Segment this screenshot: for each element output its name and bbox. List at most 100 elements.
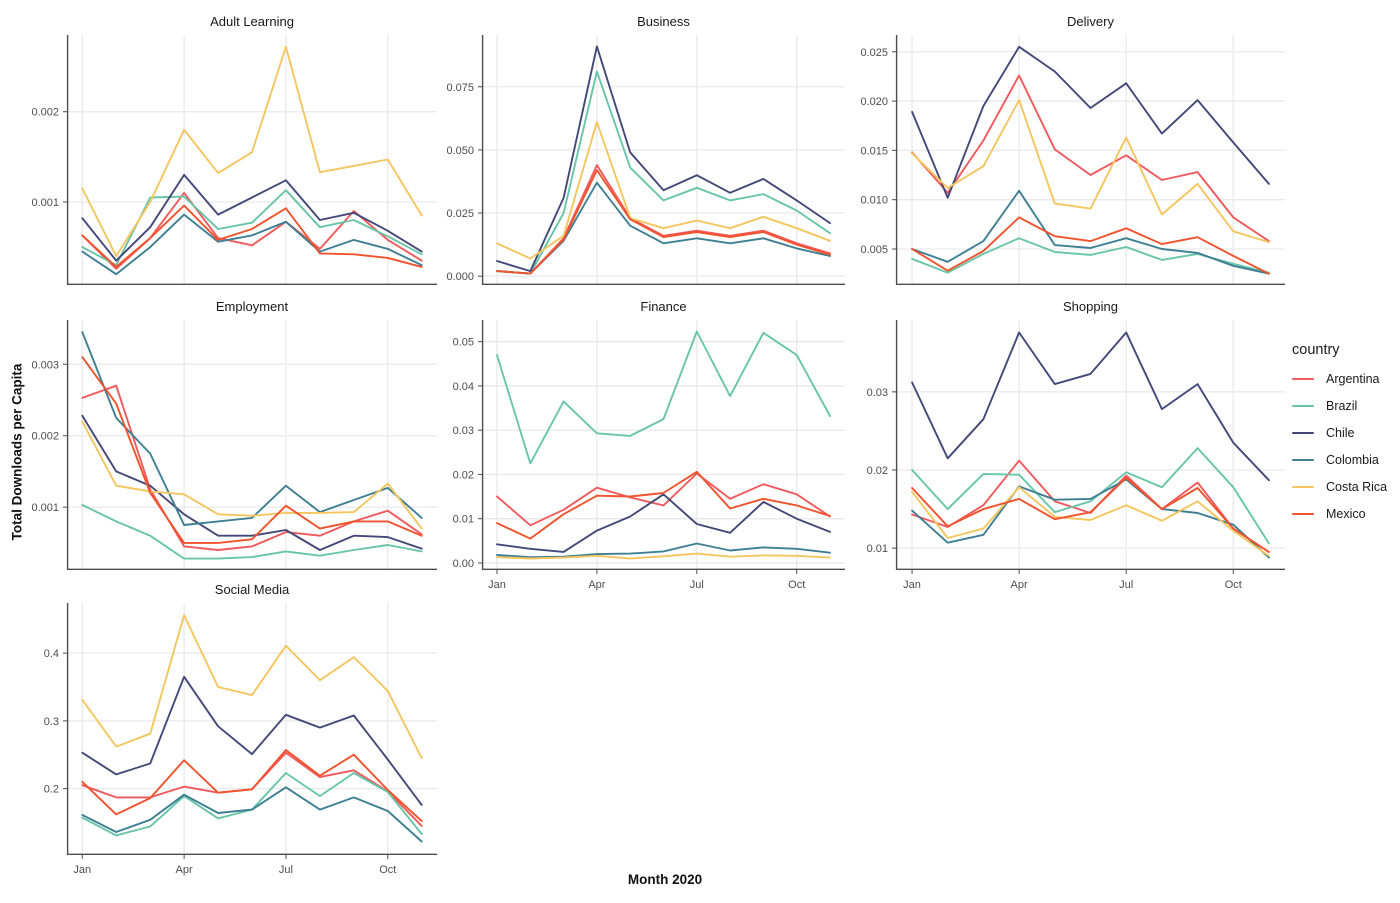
facet-plot-social-media: 0.2 0.3 0.4 Jan Apr Jul Oct — [44, 603, 437, 876]
y-tick-label: 0.002 — [31, 107, 59, 119]
y-tick-label: 0.001 — [31, 502, 59, 514]
y-tick-label: 0.2 — [44, 784, 59, 796]
y-tick-label: 0.4 — [44, 648, 59, 660]
line-business-costa-rica — [496, 121, 831, 260]
facet-panel-finance: Finance 0.00 0.01 0.02 0.03 0.04 0.05 Jan Apr Jul… — [437, 297, 845, 601]
x-tick-label: Jul — [279, 864, 293, 876]
line-adult-learning-costa-rica — [81, 45, 423, 258]
y-tick-label: 0.3 — [44, 716, 59, 728]
facet-title-social-media: Social Media — [214, 582, 290, 597]
y-tick-label: 0.020 — [860, 96, 888, 108]
facet-plot-finance: 0.00 0.01 0.02 0.03 0.04 0.05 Jan Apr Jul Oct — [453, 320, 845, 591]
y-tick-label: 0.01 — [453, 514, 474, 526]
line-business-chile — [496, 45, 831, 273]
x-axis-title: Month 2020 — [627, 872, 703, 887]
line-delivery-colombia — [911, 189, 1270, 275]
facet-title-employment: Employment — [215, 299, 289, 314]
legend-item-chile: Chile — [1292, 426, 1387, 440]
legend-item-label: Chile — [1326, 426, 1355, 440]
legend-item-costa-rica: Costa Rica — [1292, 480, 1388, 494]
facet-title-finance: Finance — [640, 299, 687, 314]
line-shopping-brazil — [911, 447, 1270, 545]
facet-title-adult-learning: Adult Learning — [210, 14, 294, 29]
y-tick-label: 0.015 — [860, 145, 888, 157]
legend-items: Argentina Brazil Chile Colombia Costa Rica Me… — [1292, 372, 1388, 521]
line-delivery-costa-rica — [911, 99, 1270, 244]
facet-title-business: Business — [637, 14, 690, 29]
y-tick-label: 0.04 — [453, 381, 474, 393]
y-tick-label: 0.002 — [31, 431, 59, 443]
legend-title: country — [1292, 342, 1340, 358]
x-tick-label: Apr — [588, 579, 605, 591]
legend-key-line-icon — [1292, 485, 1314, 489]
line-finance-costa-rica — [496, 552, 831, 560]
facet-plot-business: 0.000 0.025 0.050 0.075 — [446, 35, 845, 286]
y-tick-label: 0.025 — [860, 47, 888, 59]
line-finance-colombia — [496, 542, 831, 559]
line-delivery-brazil — [911, 237, 1270, 274]
facet-panel-social-media: Social Media 0.2 0.3 0.4 Jan Apr Jul Oct — [22, 580, 437, 886]
facet-title-delivery: Delivery — [1067, 14, 1114, 29]
y-tick-label: 0.005 — [860, 244, 888, 256]
line-business-mexico — [496, 169, 831, 275]
line-social-media-chile — [81, 675, 423, 806]
legend-key-line-icon — [1292, 431, 1314, 435]
facet-plot-employment: 0.001 0.002 0.003 — [31, 320, 437, 571]
line-employment-costa-rica — [81, 420, 423, 530]
legend-item-argentina: Argentina — [1292, 372, 1387, 386]
legend-key-line-icon — [1292, 404, 1314, 408]
line-finance-mexico — [496, 470, 831, 540]
x-tick-label: Oct — [379, 864, 396, 876]
legend: country Argentina Brazil Chile Colombia Cost… — [1292, 342, 1387, 535]
legend-key-line-icon — [1292, 458, 1314, 462]
y-tick-label: 0.050 — [446, 145, 474, 157]
facet-panel-employment: Employment 0.001 0.002 0.003 — [22, 297, 437, 581]
legend-item-brazil: Brazil — [1292, 399, 1387, 413]
line-employment-colombia — [81, 331, 423, 526]
line-finance-chile — [496, 493, 831, 553]
legend-item-label: Colombia — [1326, 453, 1379, 467]
legend-item-mexico: Mexico — [1292, 507, 1387, 521]
line-social-media-mexico — [81, 749, 423, 823]
line-delivery-argentina — [911, 74, 1270, 243]
x-tick-label: Jan — [903, 579, 921, 591]
y-tick-label: 0.03 — [867, 387, 888, 399]
line-employment-mexico — [81, 356, 423, 544]
y-tick-label: 0.003 — [31, 359, 59, 371]
facet-panel-adult-learning: Adult Learning 0.001 0.002 — [22, 12, 437, 296]
facet-panel-business: Business 0.000 0.025 0.050 0.075 — [437, 12, 845, 296]
line-employment-chile — [81, 414, 423, 551]
x-tick-label: Jan — [73, 864, 91, 876]
y-tick-label: 0.001 — [31, 197, 59, 209]
line-shopping-costa-rica — [911, 486, 1270, 557]
x-tick-label: Jul — [690, 579, 704, 591]
x-tick-label: Oct — [1225, 579, 1242, 591]
y-tick-label: 0.02 — [453, 469, 474, 481]
line-shopping-colombia — [911, 478, 1270, 559]
facet-plot-adult-learning: 0.001 0.002 — [31, 35, 437, 286]
line-adult-learning-chile — [81, 173, 423, 262]
facet-title-shopping: Shopping — [1063, 299, 1118, 314]
x-tick-label: Oct — [788, 579, 805, 591]
x-tick-label: Apr — [176, 864, 193, 876]
line-employment-argentina — [81, 384, 423, 551]
line-employment-brazil — [81, 504, 423, 560]
y-tick-label: 0.01 — [867, 543, 888, 555]
x-tick-label: Apr — [1011, 579, 1028, 591]
legend-key-line-icon — [1292, 377, 1314, 381]
y-tick-label: 0.010 — [860, 195, 888, 207]
line-finance-argentina — [496, 472, 831, 527]
line-shopping-chile — [911, 331, 1270, 482]
y-tick-label: 0.05 — [453, 337, 474, 349]
legend-item-label: Argentina — [1326, 372, 1380, 386]
facet-panel-delivery: Delivery 0.005 0.010 0.015 0.020 0.025 — [851, 12, 1285, 296]
legend-key-line-icon — [1292, 512, 1314, 516]
y-tick-label: 0.075 — [446, 82, 474, 94]
legend-item-label: Costa Rica — [1326, 480, 1388, 494]
legend-item-colombia: Colombia — [1292, 453, 1387, 467]
line-adult-learning-mexico — [81, 204, 423, 268]
y-tick-label: 0.02 — [867, 465, 888, 477]
x-tick-label: Jul — [1119, 579, 1133, 591]
legend-item-label: Mexico — [1326, 507, 1366, 521]
